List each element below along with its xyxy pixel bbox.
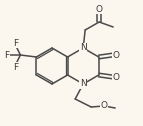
Text: N: N [80, 43, 87, 53]
Text: F: F [4, 51, 9, 59]
Text: O: O [101, 102, 108, 111]
Text: N: N [80, 80, 87, 88]
Text: O: O [112, 51, 119, 59]
Text: O: O [96, 5, 103, 13]
Text: F: F [13, 62, 18, 71]
Text: O: O [112, 72, 119, 82]
Text: F: F [13, 39, 18, 48]
